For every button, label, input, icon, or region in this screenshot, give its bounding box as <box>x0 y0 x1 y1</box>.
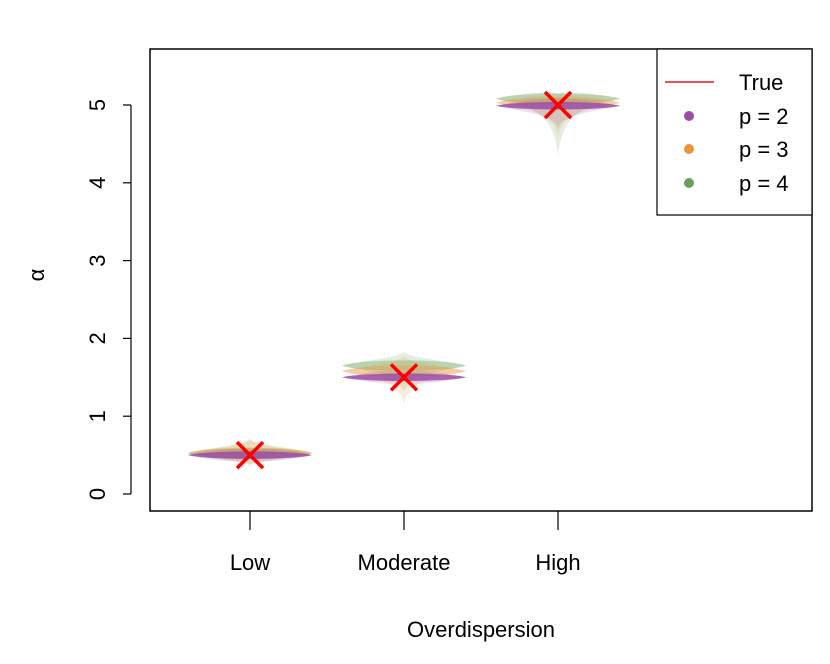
y-axis-title: α <box>24 268 49 281</box>
y-tick-label: 1 <box>85 410 110 422</box>
y-tick-label: 0 <box>85 488 110 500</box>
violin-core-p4-moderate <box>342 360 466 371</box>
plot-frame <box>149 48 813 512</box>
true-value-marker-high <box>543 90 573 120</box>
legend-label: p = 4 <box>739 171 789 196</box>
legend-label: p = 3 <box>739 137 789 162</box>
violin-tail-p4-high <box>496 92 620 156</box>
x-tick-label: Moderate <box>358 550 451 575</box>
x-axis: Low Moderate High <box>230 511 581 575</box>
legend-entry-p4: p = 4 <box>684 171 789 196</box>
violin-layer <box>188 92 620 467</box>
x-tick-label: Low <box>230 550 270 575</box>
x-tick-label: High <box>535 550 580 575</box>
y-tick-label: 3 <box>85 254 110 266</box>
legend-entry-p2: p = 2 <box>684 104 789 129</box>
violin-core-p4-high <box>496 93 620 105</box>
legend-entry-p3: p = 3 <box>684 137 789 162</box>
violin-core-p3-moderate <box>342 365 466 377</box>
x-axis-title: Overdispersion <box>407 617 555 642</box>
legend-dot-swatch <box>684 178 694 188</box>
true-value-marker-low <box>235 440 265 470</box>
violin-tail-p4-moderate <box>342 351 466 393</box>
legend-dot-swatch <box>684 144 694 154</box>
y-tick-label: 2 <box>85 332 110 344</box>
true-marker-layer <box>235 90 573 470</box>
y-tick-label: 5 <box>85 99 110 111</box>
legend: True p = 2 p = 3 p = 4 <box>656 48 813 216</box>
true-value-marker-moderate <box>389 363 419 392</box>
y-axis: 0 1 2 3 4 5 <box>85 99 132 500</box>
legend-dot-swatch <box>684 111 694 121</box>
legend-entry-true: True <box>665 70 783 95</box>
legend-label: p = 2 <box>739 104 789 129</box>
y-tick-label: 4 <box>85 177 110 189</box>
legend-box <box>656 48 813 216</box>
legend-label: True <box>739 70 783 95</box>
